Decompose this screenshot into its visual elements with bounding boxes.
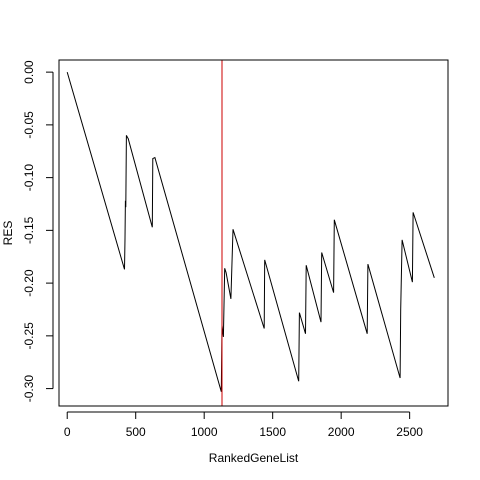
x-tick-label: 1000 bbox=[191, 425, 218, 439]
x-tick-label: 1500 bbox=[259, 425, 286, 439]
x-tick-label: 2000 bbox=[328, 425, 355, 439]
x-axis: 0 500 1000 1500 2000 2500 bbox=[64, 411, 423, 439]
y-tick-label: -0.10 bbox=[22, 164, 36, 192]
y-tick-label: -0.05 bbox=[22, 111, 36, 139]
x-tick-label: 2500 bbox=[396, 425, 423, 439]
x-tick-label: 500 bbox=[126, 425, 146, 439]
y-tick-label: -0.15 bbox=[22, 216, 36, 244]
y-tick-label: -0.30 bbox=[22, 375, 36, 403]
y-axis: 0.00 -0.05 -0.10 -0.15 -0.20 -0.25 -0.30 bbox=[22, 60, 54, 403]
plot-area bbox=[66, 60, 435, 406]
plot-frame bbox=[58, 59, 449, 407]
y-axis-title: RES bbox=[1, 221, 15, 246]
res-series-line-0 bbox=[66, 71, 435, 392]
x-tick-label: 0 bbox=[64, 425, 71, 439]
x-axis-title: RankedGeneList bbox=[209, 451, 299, 465]
y-tick-label: -0.25 bbox=[22, 322, 36, 350]
y-tick-label: 0.00 bbox=[22, 60, 36, 84]
y-tick-label: -0.20 bbox=[22, 269, 36, 297]
